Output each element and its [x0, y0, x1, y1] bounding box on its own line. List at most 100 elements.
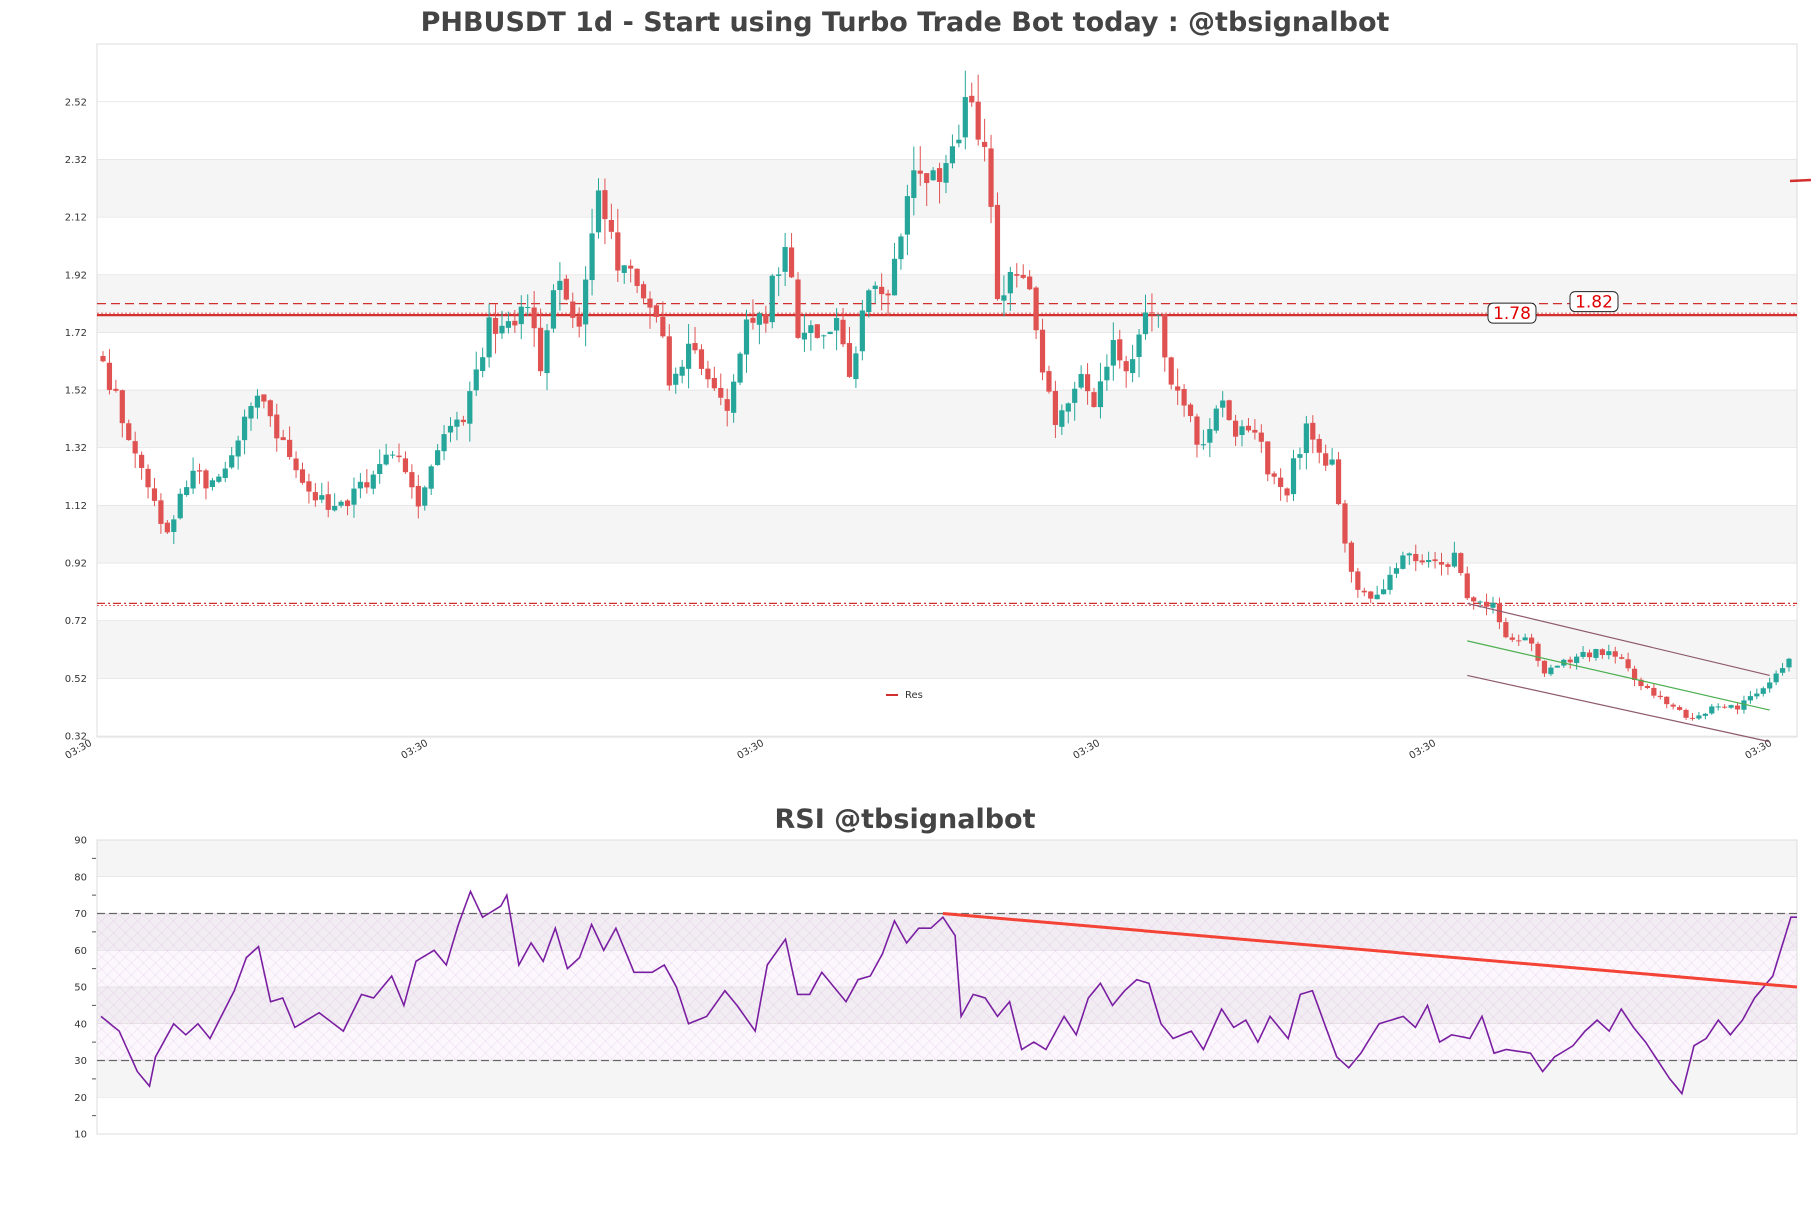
- candle-body: [1406, 553, 1412, 556]
- candle-body: [1445, 564, 1451, 567]
- rsi-band: [97, 840, 1797, 877]
- rsi-hatch-line: [453, 913, 602, 1061]
- candle-body: [537, 327, 544, 372]
- rsi-band: [97, 987, 1797, 1024]
- candle-body: [1001, 295, 1007, 301]
- candle-body: [441, 434, 447, 452]
- candle-body: [1393, 568, 1400, 574]
- candle-body: [1651, 687, 1657, 696]
- rsi-hatch-line: [681, 913, 830, 1061]
- candle-body: [280, 437, 286, 441]
- rsi-hatch-line: [1641, 913, 1790, 1061]
- rsi-hatch-line: [861, 913, 1010, 1061]
- candle-body: [1052, 391, 1058, 425]
- price-y-tick-label: 1.32: [65, 443, 87, 454]
- price-plot-frame: [96, 43, 1798, 738]
- rsi-hatch-line: [801, 913, 950, 1061]
- candle-body: [885, 293, 891, 296]
- rsi-hatch-line: [1401, 913, 1550, 1061]
- candle-body: [1689, 717, 1696, 719]
- rsi-hatch-line: [105, 913, 254, 1061]
- candle-body: [1027, 276, 1033, 290]
- candle-body: [357, 481, 364, 489]
- rsi-trend-line: [942, 912, 1798, 989]
- rsi-hatch-line: [1173, 913, 1322, 1061]
- candle-body: [595, 190, 602, 233]
- candle-body: [1162, 314, 1168, 358]
- channel-line: [1467, 602, 1770, 677]
- rsi-hatch-line: [1761, 1025, 1798, 1061]
- rsi-hatch-line: [1413, 913, 1562, 1061]
- candle-body: [1490, 602, 1496, 608]
- candle-body: [1612, 651, 1618, 657]
- candle-body: [859, 310, 865, 352]
- candle-body: [1220, 400, 1226, 408]
- candle-body: [299, 469, 306, 483]
- candle-body: [415, 485, 421, 507]
- candle-body: [1599, 649, 1605, 656]
- rsi-hatch-line: [1353, 913, 1502, 1061]
- candle-body: [171, 519, 177, 532]
- rsi-hatch-line: [1605, 913, 1754, 1061]
- candle-body: [1065, 403, 1071, 412]
- rsi-hatch-line: [96, 913, 146, 962]
- candle-body: [1503, 622, 1509, 638]
- candle-body: [196, 470, 203, 472]
- candle-body: [1728, 705, 1734, 708]
- price-y-tick-label: 2.52: [65, 97, 87, 108]
- candle-body: [364, 482, 370, 488]
- rsi-hatch-line: [717, 913, 866, 1061]
- candle-body: [1516, 640, 1522, 642]
- rsi-hatch-line: [96, 1036, 122, 1061]
- rsi-hatch-line: [201, 913, 350, 1061]
- rsi-hatch-line: [1305, 913, 1454, 1061]
- rsi-hatch-line: [513, 913, 662, 1061]
- candle-body: [576, 316, 582, 327]
- rsi-hatch-line: [96, 1024, 134, 1061]
- candle-body: [1084, 374, 1091, 392]
- candle-body: [1715, 706, 1721, 708]
- candle-body: [969, 95, 975, 103]
- rsi-hatch-line: [477, 913, 626, 1061]
- rsi-hatch-line: [609, 913, 758, 1061]
- candle-body: [750, 317, 756, 323]
- rsi-hatch-line: [549, 913, 698, 1061]
- price-y-tick-label: 1.12: [65, 501, 87, 512]
- candle-body: [731, 381, 737, 413]
- candle-body: [846, 343, 853, 377]
- legend: Res: [886, 690, 923, 701]
- rsi-hatch-line: [189, 913, 338, 1061]
- candle-body: [1046, 371, 1052, 392]
- candle-body: [853, 353, 859, 380]
- candle-body: [158, 500, 164, 524]
- level-label: 1.82: [1575, 293, 1613, 313]
- candle-body: [492, 317, 499, 334]
- rsi-hatch-line: [1689, 953, 1798, 1061]
- candle-body: [480, 357, 486, 372]
- price-y-tick-label: 0.92: [65, 559, 87, 570]
- candle-body: [1734, 705, 1741, 710]
- candle-body: [435, 450, 441, 466]
- rsi-hatch-line: [1005, 913, 1154, 1061]
- candle-body: [1323, 453, 1329, 466]
- rsi-hatch-line: [1125, 913, 1274, 1061]
- rsi-hatch-line: [1029, 913, 1178, 1061]
- candle-body: [1606, 651, 1612, 656]
- candle-body: [1451, 552, 1457, 567]
- candle-body: [788, 247, 795, 278]
- candle-body: [344, 500, 351, 507]
- candle-body: [1091, 392, 1097, 408]
- rsi-hatch-line: [633, 913, 782, 1061]
- rsi-y-tick-label: 60: [74, 946, 87, 957]
- candle-body: [1509, 637, 1515, 640]
- candle-body: [177, 493, 183, 519]
- candle-body: [949, 146, 956, 164]
- candle-body: [1265, 441, 1271, 475]
- rsi-y-tick-label: 90: [74, 836, 87, 847]
- rsi-y-tick-label: 20: [74, 1093, 87, 1104]
- candle-body: [1625, 659, 1631, 669]
- candle-body: [698, 349, 705, 369]
- rsi-hatch-line: [1749, 913, 1798, 961]
- rsi-hatch-line: [213, 913, 362, 1061]
- candle-body: [1117, 339, 1123, 361]
